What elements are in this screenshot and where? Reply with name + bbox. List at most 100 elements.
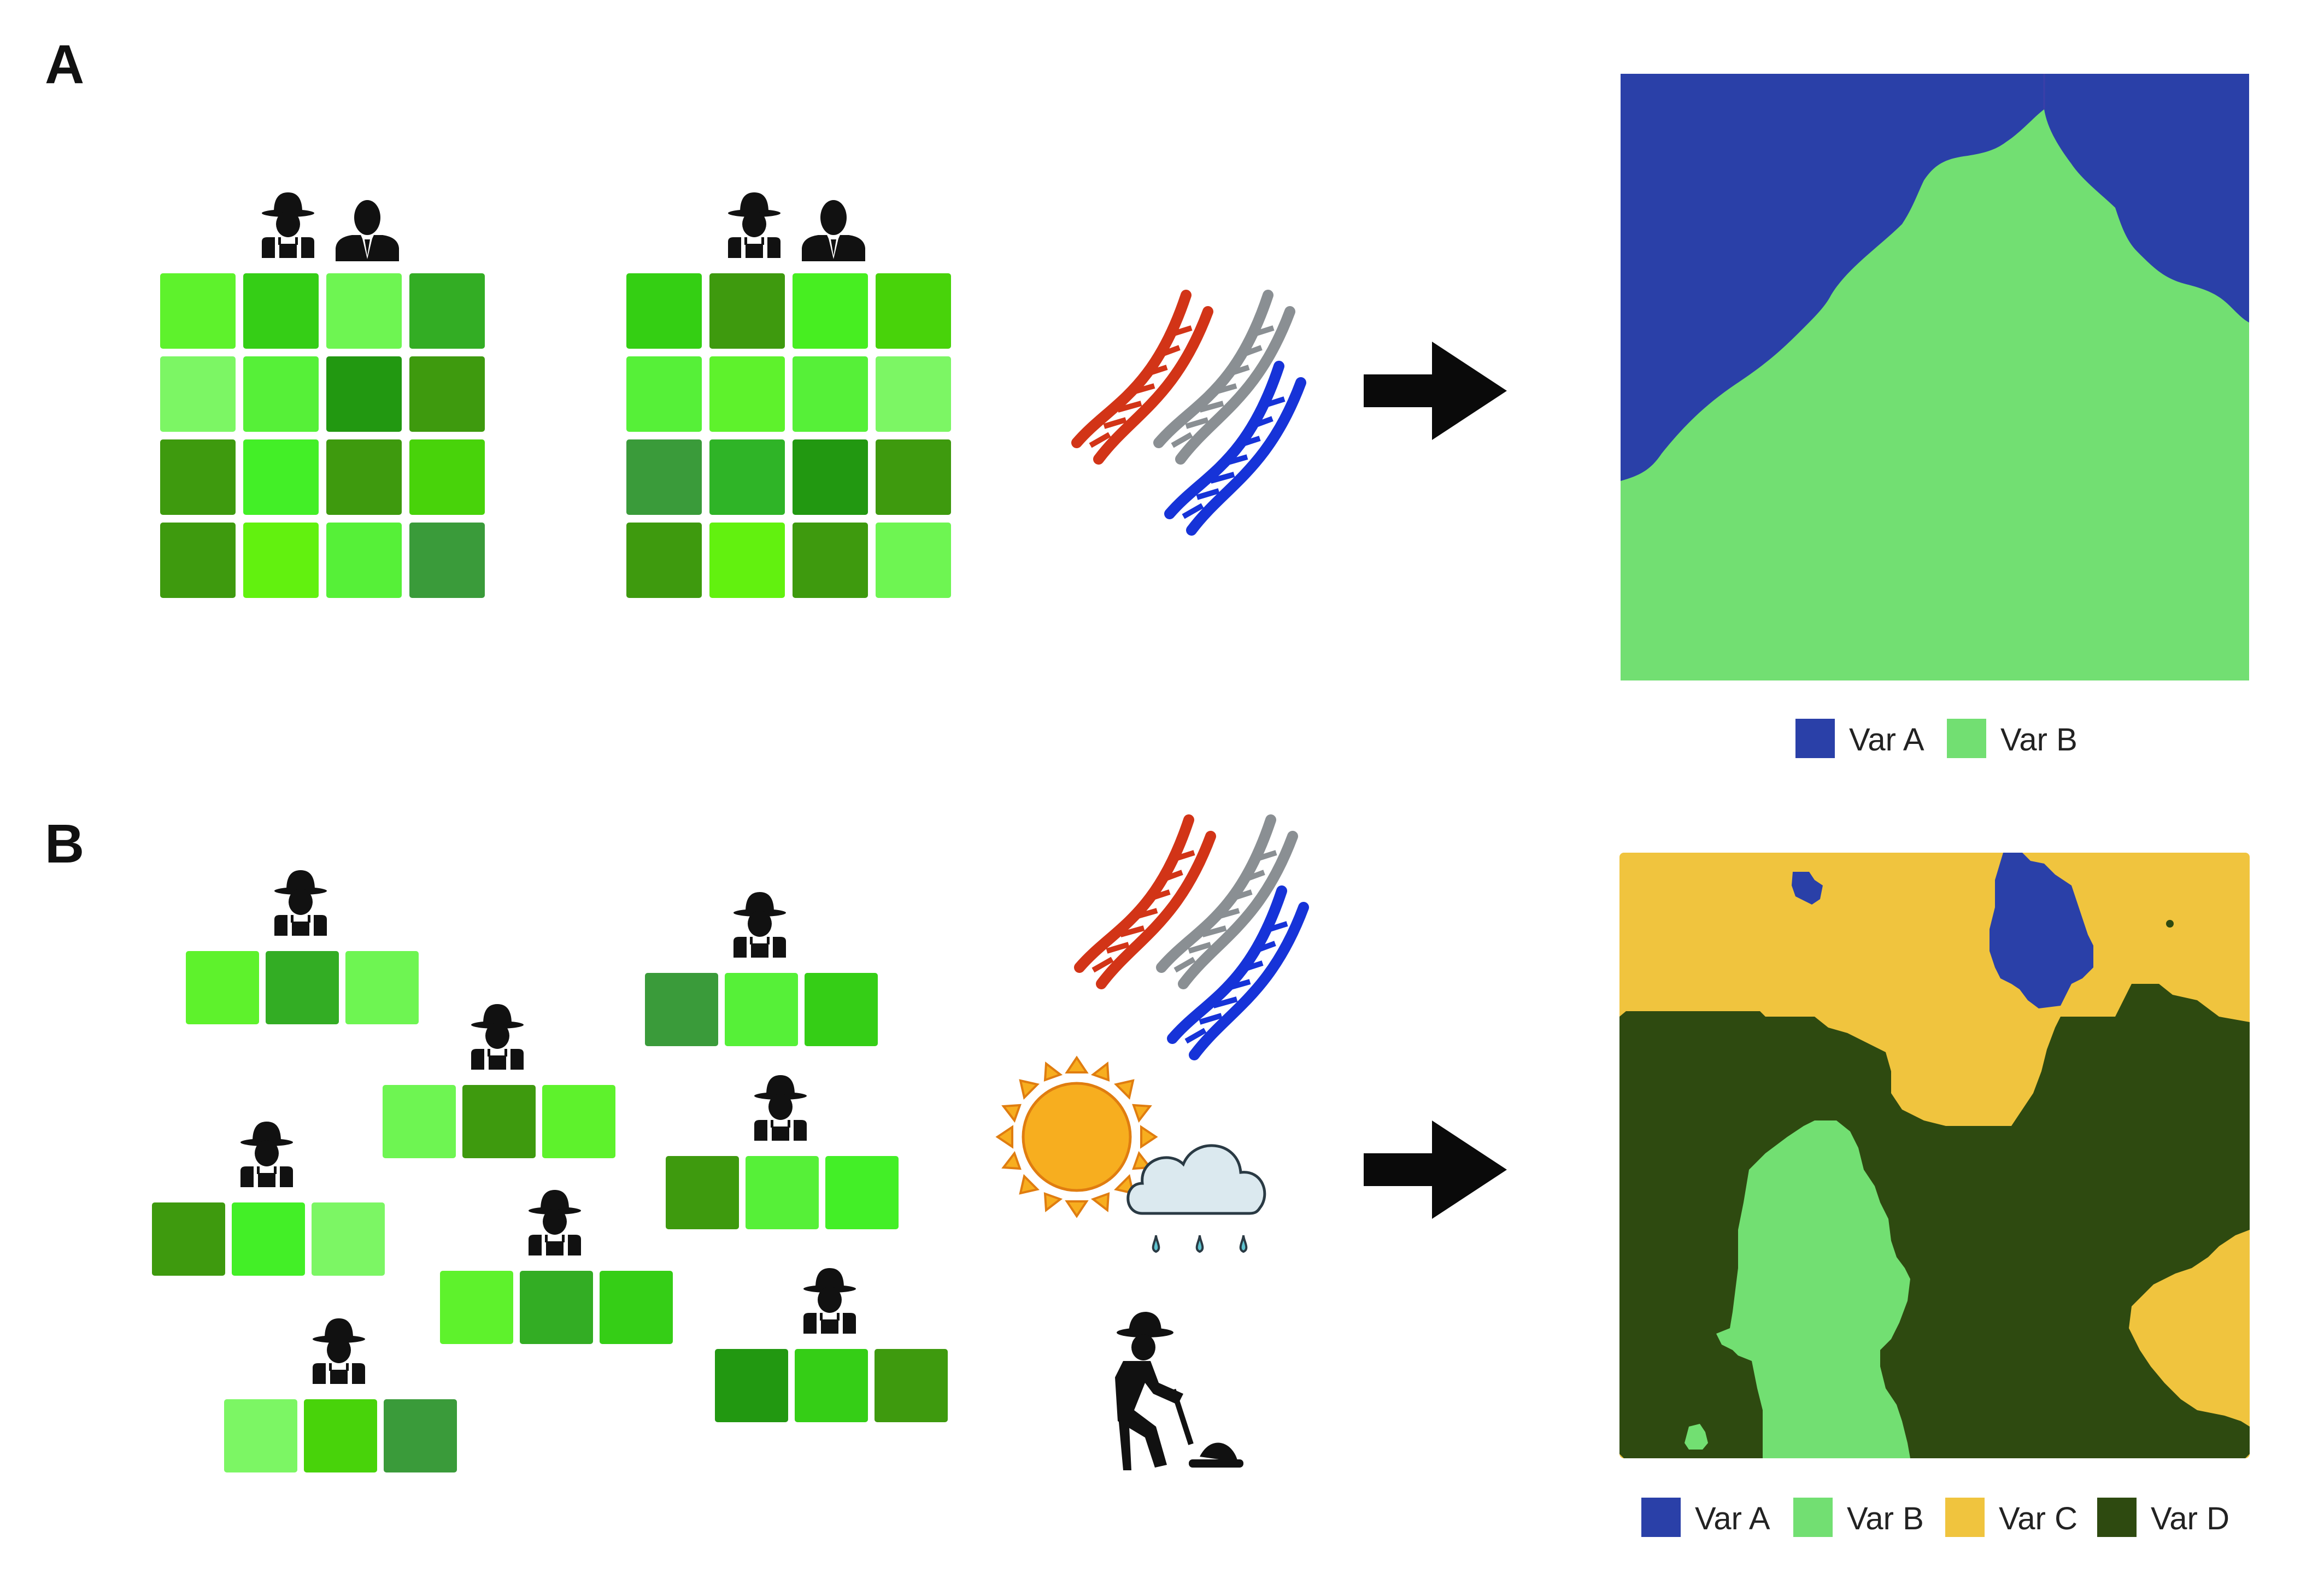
trial-plot: [160, 356, 236, 432]
farmer-icon: [262, 192, 314, 258]
trial-plot: [626, 439, 702, 515]
map-b-var-b-region: [1716, 1120, 1910, 1458]
rain-cloud-icon: [1126, 1144, 1266, 1253]
legend-swatch: [1793, 1498, 1833, 1537]
field-plot: [152, 1202, 225, 1276]
trial-plot: [876, 356, 951, 432]
field-plot: [645, 973, 718, 1046]
field-plot: [224, 1399, 297, 1472]
legend-swatch: [1795, 719, 1835, 758]
legend-label: Var B: [2000, 722, 2077, 758]
trial-plot: [243, 273, 319, 349]
legend-b: Var A Var B Var C Var D: [1641, 1498, 2229, 1537]
scientist-icon: [336, 200, 399, 261]
gardener-digging-icon: [1115, 1312, 1243, 1470]
field-plot: [805, 973, 878, 1046]
trial-plot: [626, 273, 702, 349]
map-b-var-a-region-small: [1792, 872, 1823, 905]
map-a-var-b-region: [1621, 109, 2249, 680]
field-plot: [875, 1349, 948, 1422]
panel-label-b: B: [45, 813, 84, 875]
trial-plot: [243, 356, 319, 432]
legend-swatch: [1641, 1498, 1681, 1537]
farmer-icon: [313, 1318, 365, 1384]
dna-helix-icon: [1071, 290, 1306, 536]
farmer-icon: [754, 1075, 807, 1141]
trial-plot: [626, 356, 702, 432]
trial-plot: [160, 273, 236, 349]
dna-helix-icon: [1079, 820, 1304, 1055]
trial-plot: [326, 273, 402, 349]
legend-label: Var A: [1695, 1501, 1770, 1536]
field-plot: [542, 1085, 615, 1158]
trial-plot: [709, 356, 785, 432]
legend-a: Var A Var B: [1795, 719, 2077, 758]
trial-plot: [409, 523, 485, 598]
trial-plot: [243, 523, 319, 598]
sun-icon: [995, 1055, 1158, 1218]
field-strips: [152, 870, 948, 1472]
field-plot: [384, 1399, 457, 1472]
field-plot: [600, 1271, 673, 1344]
map-b: [1619, 853, 2250, 1458]
farmer-icon: [529, 1190, 581, 1255]
trial-grid-a2: [626, 273, 951, 598]
trial-plot: [876, 523, 951, 598]
legend-label: Var A: [1849, 722, 1924, 758]
trial-plot: [326, 439, 402, 515]
farmer-icon: [274, 870, 327, 936]
field-plot: [715, 1349, 788, 1422]
farmer-icon: [733, 892, 786, 958]
trial-plot: [326, 356, 402, 432]
trial-plot: [409, 439, 485, 515]
farmer-icon: [240, 1122, 293, 1187]
legend-swatch: [2097, 1498, 2137, 1537]
trial-plot: [409, 273, 485, 349]
field-plot: [666, 1156, 739, 1229]
field-plot: [746, 1156, 819, 1229]
trial-plot: [793, 439, 868, 515]
farmer-icon: [803, 1268, 856, 1334]
field-plot: [232, 1202, 305, 1276]
legend-label: Var D: [2151, 1501, 2229, 1536]
field-plot: [825, 1156, 899, 1229]
field-plot: [440, 1271, 513, 1344]
scientist-icon: [802, 200, 865, 261]
trial-plot: [626, 523, 702, 598]
farmer-icon: [728, 192, 780, 258]
field-plot: [462, 1085, 536, 1158]
trial-plot: [709, 523, 785, 598]
field-plot: [312, 1202, 385, 1276]
field-plot: [383, 1085, 456, 1158]
trial-plot: [243, 439, 319, 515]
map-b-dot: [2166, 920, 2174, 928]
field-plot: [520, 1271, 593, 1344]
trial-plot: [876, 439, 951, 515]
right-arrow-icon: [1364, 1120, 1507, 1219]
trial-plot: [793, 523, 868, 598]
trial-plot: [793, 273, 868, 349]
legend-swatch: [1945, 1498, 1985, 1537]
trial-grid-a1: [160, 273, 485, 598]
field-plot: [266, 951, 339, 1024]
trial-plot: [793, 356, 868, 432]
trial-plot: [709, 439, 785, 515]
trial-plot: [160, 439, 236, 515]
map-a: [1621, 74, 2249, 680]
map-b-var-b-region-small: [1685, 1424, 1708, 1450]
legend-swatch: [1947, 719, 1986, 758]
trial-plot: [326, 523, 402, 598]
field-plot: [186, 951, 259, 1024]
map-b-var-a-region: [1990, 853, 2093, 1008]
panel-label-a: A: [45, 34, 84, 95]
farmer-icon: [471, 1004, 524, 1070]
field-plot: [795, 1349, 868, 1422]
trial-plot: [876, 273, 951, 349]
field-plot: [725, 973, 798, 1046]
field-plot: [345, 951, 419, 1024]
trial-plot: [409, 356, 485, 432]
legend-label: Var C: [1999, 1501, 2077, 1536]
field-plot: [304, 1399, 377, 1472]
right-arrow-icon: [1364, 342, 1507, 440]
